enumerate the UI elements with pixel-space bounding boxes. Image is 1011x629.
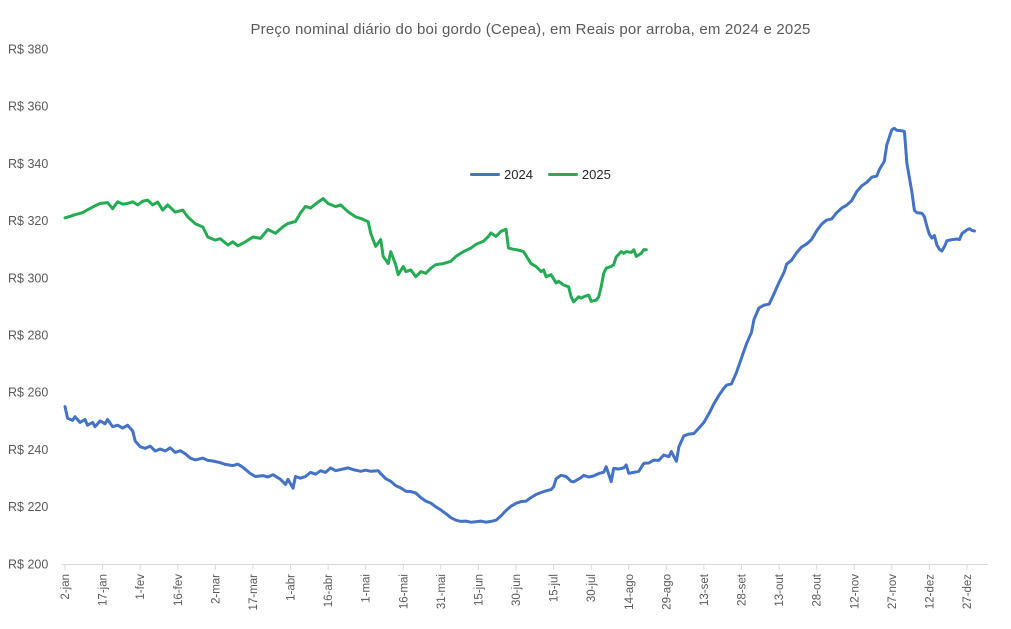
x-axis-label: 28-out: [812, 573, 824, 606]
legend-item-2025: 2025: [547, 167, 611, 182]
y-axis-label: R$ 340: [8, 157, 48, 171]
y-axis-label: R$ 260: [8, 386, 48, 400]
x-axis-label: 13-out: [774, 573, 786, 606]
x-axis-label: 15-jul: [549, 574, 561, 602]
x-axis-label: 16-fev: [173, 574, 185, 606]
x-axis-label: 31-mai: [436, 574, 448, 609]
legend-swatch-2025: [547, 173, 578, 176]
y-axis-label: R$ 240: [8, 443, 48, 457]
x-axis-label: 15-jun: [473, 574, 485, 606]
x-axis-label: 12-dez: [924, 574, 936, 609]
x-axis-label: 16-mai: [398, 574, 410, 609]
x-axis-label: 17-jan: [98, 574, 110, 606]
y-axis-label: R$ 220: [8, 500, 48, 514]
y-axis-label: R$ 300: [8, 271, 48, 285]
y-axis-label: R$ 360: [8, 100, 48, 114]
y-axis-label: R$ 380: [8, 42, 48, 56]
x-axis-label: 12-nov: [849, 574, 861, 609]
x-axis-label: 2-mar: [210, 574, 222, 604]
x-axis-label: 14-ago: [624, 574, 636, 610]
x-axis-label: 17-mar: [248, 574, 260, 611]
x-axis-label: 28-set: [737, 573, 749, 606]
x-axis-label: 16-abr: [323, 574, 335, 607]
legend-label-2025: 2025: [581, 167, 611, 182]
y-axis-labels: R$ 200 R$ 220 R$ 240 R$ 260 R$ 280 R$ 300 R$ 3…: [8, 42, 48, 571]
y-axis-label: R$ 280: [8, 328, 48, 342]
x-axis-label: 1-fev: [135, 574, 147, 600]
legend-label-2024: 2024: [504, 167, 533, 182]
x-axis-label: 30-jul: [586, 574, 598, 602]
chart-title: Preço nominal diário do boi gordo (Cepea…: [250, 21, 811, 38]
legend-swatch-2024: [470, 173, 500, 176]
x-axis-label: 30-jun: [511, 574, 523, 606]
x-axis-label: 29-ago: [661, 574, 673, 610]
x-axis-label: 1-abr: [286, 574, 298, 601]
chart-legend: 2024 2025: [470, 167, 611, 182]
x-axis-label: 2-jan: [60, 574, 72, 600]
series-lines: [63, 126, 976, 524]
x-axis-label: 27-nov: [887, 574, 899, 609]
series-line-2024: [63, 126, 976, 524]
y-axis-label: R$ 200: [8, 557, 48, 571]
series-line-2025: [63, 197, 648, 304]
legend-item-2024: 2024: [470, 167, 533, 182]
x-axis-label: 27-dez: [962, 574, 974, 609]
x-axis: 2-jan 17-jan 1-fev 16-fev 2-mar 17-mar 1-abr 16…: [60, 564, 988, 611]
x-axis-label: 13-set: [699, 573, 711, 606]
x-axis-label: 1-mai: [361, 574, 373, 603]
y-axis-label: R$ 320: [8, 214, 48, 228]
